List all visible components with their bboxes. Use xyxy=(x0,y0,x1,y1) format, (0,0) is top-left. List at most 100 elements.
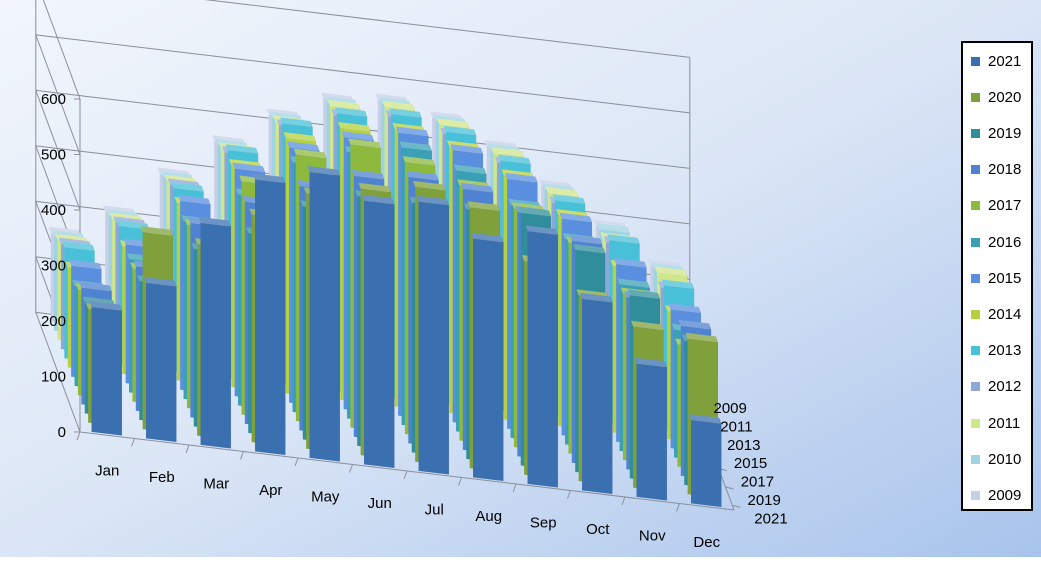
bar-top xyxy=(416,195,449,206)
legend-swatch xyxy=(971,56,980,66)
bar-top xyxy=(198,216,231,227)
bar-front xyxy=(309,172,340,462)
legend-item: 2021 xyxy=(971,51,1021,71)
bar-top xyxy=(348,138,381,149)
depth-tick-label: 2011 xyxy=(720,418,752,435)
bar-top xyxy=(467,201,500,211)
y-tick-label: 0 xyxy=(58,424,66,441)
bar-top xyxy=(470,232,504,243)
legend-label: 2017 xyxy=(988,197,1022,215)
legend-item: 2016 xyxy=(971,232,1021,252)
depth-tick-label: 2009 xyxy=(714,400,747,417)
bar xyxy=(307,166,340,462)
legend-swatch xyxy=(971,128,980,138)
bar-top xyxy=(443,125,477,136)
bar-top xyxy=(504,172,538,183)
bar-top xyxy=(402,156,436,166)
x-tick-label: Apr xyxy=(259,482,282,499)
bar-top xyxy=(685,332,718,343)
bar-top xyxy=(661,279,695,290)
legend-item: 2020 xyxy=(971,87,1021,107)
x-tick xyxy=(294,457,299,467)
x-tick xyxy=(185,444,190,454)
legend-item: 2017 xyxy=(971,196,1021,216)
legend-label: 2012 xyxy=(988,378,1022,396)
legend-label: 2021 xyxy=(988,52,1022,70)
legend-item: 2009 xyxy=(971,485,1021,505)
legend-label: 2009 xyxy=(988,486,1022,504)
bar xyxy=(634,357,667,501)
legend-swatch xyxy=(971,237,980,247)
bar-top xyxy=(62,241,95,251)
bar-front xyxy=(418,201,449,475)
bar-top xyxy=(579,292,613,303)
depth-tick-label: 2017 xyxy=(741,474,774,491)
legend-item: 2015 xyxy=(971,268,1021,288)
legend-swatch xyxy=(971,201,980,211)
legend-swatch xyxy=(971,165,980,175)
bar-top xyxy=(634,357,667,368)
bar-top xyxy=(351,169,385,180)
bar-top xyxy=(498,154,531,165)
bar-top xyxy=(143,276,177,287)
bar-top xyxy=(668,303,701,313)
bar xyxy=(198,216,231,449)
bar-front xyxy=(582,298,613,494)
depth-tick xyxy=(725,486,734,490)
legend-label: 2011 xyxy=(988,414,1021,432)
x-tick xyxy=(512,483,517,493)
legend-label: 2013 xyxy=(988,342,1022,360)
x-tick-label: Jul xyxy=(425,501,444,518)
bar-top xyxy=(361,194,395,205)
bar-top xyxy=(518,206,551,217)
legend-item: 2018 xyxy=(971,160,1021,180)
x-tick-label: Dec xyxy=(693,534,720,551)
x-tick-label: Jan xyxy=(95,462,119,479)
legend-swatch xyxy=(971,418,980,428)
x-tick xyxy=(567,490,571,499)
x-tick xyxy=(403,470,408,480)
legend-swatch xyxy=(971,92,980,102)
depth-tick-label: 2019 xyxy=(748,492,781,509)
bar-top xyxy=(525,225,558,235)
bar-front xyxy=(364,200,395,468)
bar-top xyxy=(280,117,313,127)
legend-swatch xyxy=(971,382,980,392)
x-tick-label: Jun xyxy=(368,495,392,512)
bar-top xyxy=(171,182,204,192)
bar-top xyxy=(412,180,446,191)
x-tick xyxy=(676,503,680,512)
bar-front xyxy=(636,363,667,501)
legend-item: 2019 xyxy=(971,123,1021,143)
bar-top xyxy=(627,289,660,299)
bar-top xyxy=(406,170,439,181)
x-tick xyxy=(458,477,462,486)
legend-swatch xyxy=(971,346,980,356)
bar-top xyxy=(630,320,664,331)
bar-top xyxy=(382,100,415,111)
bar xyxy=(525,225,558,488)
x-tick-label: Mar xyxy=(203,475,229,492)
x-tick xyxy=(240,451,244,460)
bar-top xyxy=(395,126,429,137)
legend-label: 2020 xyxy=(988,88,1022,106)
x-tick-label: Sep xyxy=(530,514,557,531)
bar-top xyxy=(327,99,361,110)
bar-top xyxy=(613,258,647,268)
y-tick-label: 100 xyxy=(41,369,66,386)
bar-top xyxy=(358,182,391,193)
bar xyxy=(252,173,286,455)
bar-front xyxy=(146,282,177,442)
bar-front xyxy=(691,420,722,507)
legend-label: 2016 xyxy=(988,233,1022,251)
bar-top xyxy=(436,118,470,129)
bar-top xyxy=(460,182,494,193)
bar xyxy=(89,300,122,436)
bar-top xyxy=(293,148,327,159)
legend-item: 2014 xyxy=(971,304,1021,324)
bar-top xyxy=(573,243,606,254)
bar-top xyxy=(450,144,483,154)
x-tick-label: May xyxy=(311,488,340,505)
